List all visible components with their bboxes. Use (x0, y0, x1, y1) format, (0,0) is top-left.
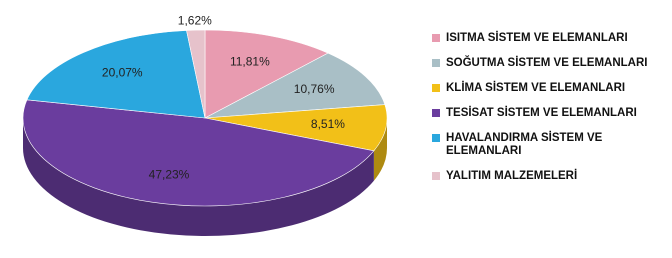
legend-item: SOĞUTMA SİSTEM VE ELEMANLARI (432, 57, 664, 70)
data-label: 1,62% (178, 13, 212, 27)
legend-label: SOĞUTMA SİSTEM VE ELEMANLARI (446, 57, 651, 70)
legend-swatch (432, 34, 440, 42)
data-label: 10,76% (294, 82, 335, 96)
legend: ISITMA SİSTEM VE ELEMANLARI SOĞUTMA SİSTE… (432, 32, 664, 195)
legend-item: KLİMA SİSTEM VE ELEMANLARI (432, 82, 664, 95)
legend-label: KLİMA SİSTEM VE ELEMANLARI (446, 82, 651, 95)
legend-swatch (432, 84, 440, 92)
data-label: 47,23% (149, 167, 190, 181)
legend-item: ISITMA SİSTEM VE ELEMANLARI (432, 32, 664, 45)
legend-swatch (432, 59, 440, 67)
legend-label: YALITIM MALZEMELERİ (446, 170, 651, 183)
legend-swatch (432, 172, 440, 180)
legend-item: HAVALANDIRMA SİSTEM VE ELEMANLARI (432, 132, 664, 158)
data-label: 20,07% (102, 66, 143, 80)
page: 11,81% 10,76% 8,51% 47,23% 20,07% 1,62% ISITM… (0, 0, 672, 258)
legend-label: TESİSAT SİSTEM VE ELEMANLARI (446, 107, 651, 120)
legend-item: YALITIM MALZEMELERİ (432, 170, 664, 183)
data-label: 8,51% (311, 117, 345, 131)
legend-label: ISITMA SİSTEM VE ELEMANLARI (446, 32, 651, 45)
data-label: 11,81% (230, 54, 270, 68)
legend-item: TESİSAT SİSTEM VE ELEMANLARI (432, 107, 664, 120)
legend-swatch (432, 109, 440, 117)
legend-swatch (432, 134, 440, 142)
chart: 11,81% 10,76% 8,51% 47,23% 20,07% 1,62% (0, 0, 420, 258)
legend-label: HAVALANDIRMA SİSTEM VE ELEMANLARI (446, 132, 651, 158)
